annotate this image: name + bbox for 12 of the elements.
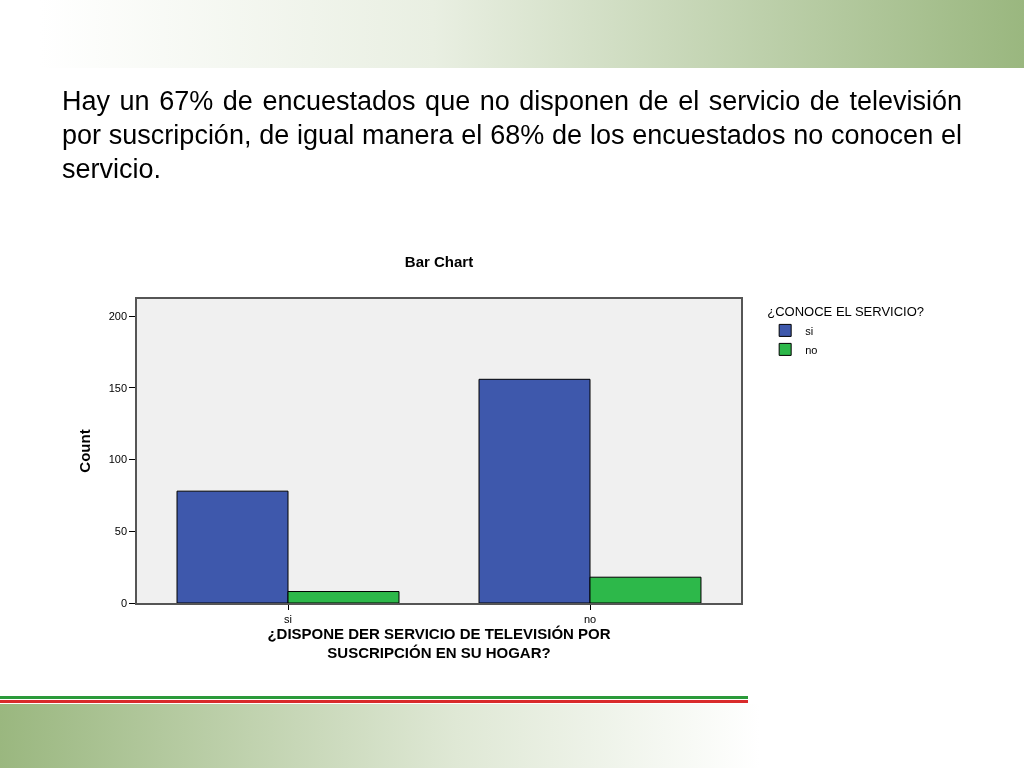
y-tick-label: 0 bbox=[120, 596, 128, 609]
y-tick-label: 100 bbox=[108, 453, 128, 466]
legend-label: no bbox=[805, 343, 818, 356]
chart-title: Bar Chart bbox=[404, 252, 474, 270]
y-tick-label: 200 bbox=[108, 310, 128, 323]
y-tick-label: 50 bbox=[114, 525, 128, 538]
y-axis-title: Count bbox=[76, 429, 94, 473]
legend-label: si bbox=[805, 324, 814, 337]
x-axis-title: ¿DISPONE DER SERVICIO DE TELEVISIÓN POR SUSCRIPCIÓN EN SU HOGAR? bbox=[267, 624, 611, 662]
y-tick-label: 150 bbox=[108, 381, 128, 394]
text: Hay un 67% de encuestados que no disponen de el servicio de televisión por suscripción, de igual manera el 68% de los encuestados no conocen el servicio. bbox=[62, 85, 962, 186]
legend-title: ¿CONOCE EL SERVICIO? bbox=[767, 303, 925, 319]
